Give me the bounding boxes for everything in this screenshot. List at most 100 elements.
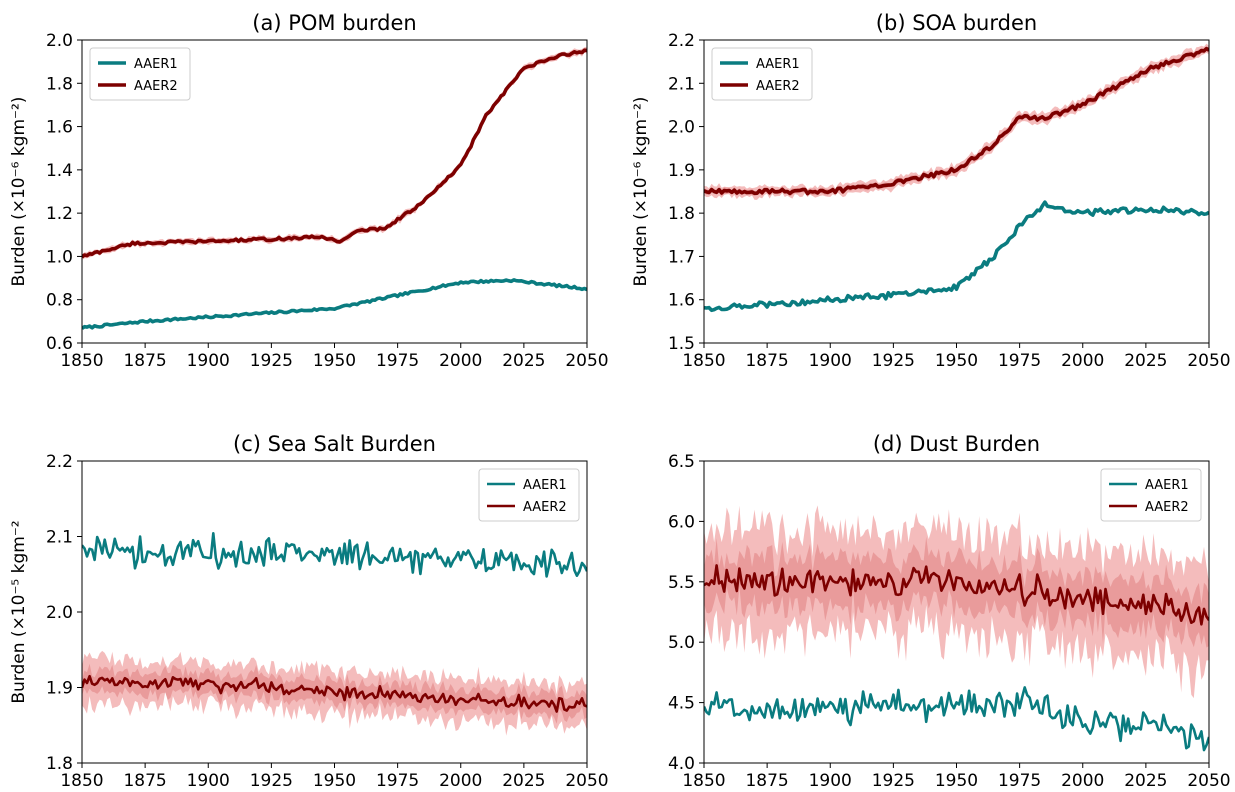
legend: AAER1 AAER2: [89, 47, 191, 101]
y-axis-label: Burden (×10⁻⁶ kgm⁻²): [9, 97, 29, 287]
legend: AAER1 AAER2: [711, 47, 813, 101]
legend-box: [89, 47, 191, 101]
panel-pom-burden: 1850 1875 1900 1925 1950 1975 2000 2025 2050 0.6 0…: [9, 11, 609, 371]
aaer2-spread-band: [704, 536, 1209, 648]
y-tick-label: 2.1: [46, 528, 73, 548]
x-tick-label: 1950: [313, 771, 356, 791]
x-tick-label: 2000: [439, 351, 482, 371]
y-tick-label: 2.2: [668, 31, 695, 51]
x-tick-label: 1900: [809, 771, 852, 791]
x-tick-label: 1975: [376, 771, 419, 791]
x-tick-label: 1850: [682, 771, 725, 791]
series-line-aaer2: [82, 674, 587, 713]
y-tick-label: 1.9: [668, 161, 695, 181]
x-tick-label: 1875: [123, 351, 166, 371]
x-tick-label: 2050: [1187, 351, 1230, 371]
y-tick-label: 1.8: [668, 204, 695, 224]
y-tick-label: 2.0: [46, 603, 73, 623]
y-tick-label: 1.7: [668, 247, 695, 267]
x-tick-label: 1950: [935, 771, 978, 791]
x-tick-label: 1925: [250, 771, 293, 791]
x-tick-label: 1950: [313, 351, 356, 371]
x-tick-label: 2025: [1124, 771, 1167, 791]
legend-label-aaer1: AAER1: [756, 57, 800, 72]
series-line-aaer1: [704, 686, 1209, 752]
y-tick-label: 1.9: [46, 679, 73, 699]
x-tick-label: 2000: [1061, 351, 1104, 371]
panel-sea-salt-burden: 1850 1875 1900 1925 1950 1975 2000 2025 2050 1.8 1…: [9, 432, 609, 791]
x-tick-label: 2000: [1061, 771, 1104, 791]
series-line-aaer1: [82, 531, 587, 578]
y-tick-label: 4.0: [668, 754, 695, 774]
legend-label-aaer2: AAER2: [523, 500, 567, 515]
x-tick-label: 2025: [502, 771, 545, 791]
series-line-aaer2: [82, 48, 587, 259]
y-tick-label: 1.0: [46, 247, 73, 267]
x-tick-label: 1975: [376, 351, 419, 371]
series-line-aaer2: [704, 564, 1209, 626]
x-tick-label: 1975: [998, 771, 1041, 791]
y-tick-label: 1.5: [668, 334, 695, 354]
chart-title: (b) SOA burden: [876, 11, 1037, 35]
series-line-aaer2: [704, 46, 1209, 196]
chart-title: (c) Sea Salt Burden: [233, 432, 436, 456]
legend-label-aaer1: AAER1: [523, 478, 567, 493]
y-tick-label: 1.8: [46, 74, 73, 94]
x-tick-label: 1875: [123, 771, 166, 791]
x-tick-label: 2025: [1124, 351, 1167, 371]
series-line-aaer1: [82, 278, 587, 330]
legend-label-aaer1: AAER1: [1145, 478, 1189, 493]
plot-area: [704, 43, 1209, 313]
y-tick-label: 1.6: [46, 118, 73, 138]
legend-label-aaer2: AAER2: [756, 79, 800, 94]
legend: AAER1 AAER2: [1100, 468, 1202, 522]
y-tick-label: 2.2: [46, 452, 73, 472]
x-tick-label: 2050: [565, 351, 608, 371]
y-tick-label: 1.8: [46, 754, 73, 774]
plot-area: [704, 505, 1209, 752]
x-tick-label: 2025: [502, 351, 545, 371]
y-tick-label: 6.5: [668, 452, 695, 472]
x-tick-label: 1950: [935, 351, 978, 371]
x-tick-label: 1925: [872, 771, 915, 791]
y-tick-label: 1.2: [46, 204, 73, 224]
panel-dust-burden: 1850 1875 1900 1925 1950 1975 2000 2025 2050 4.0 4…: [668, 432, 1231, 791]
chart-title: (d) Dust Burden: [873, 432, 1040, 456]
x-tick-label: 1900: [187, 771, 230, 791]
x-tick-label: 1875: [745, 351, 788, 371]
x-tick-label: 2050: [565, 771, 608, 791]
y-tick-label: 6.0: [668, 512, 695, 532]
y-tick-label: 5.5: [668, 573, 695, 593]
legend-box: [1100, 468, 1202, 522]
aaer2-range-band: [704, 505, 1209, 699]
x-tick-label: 1850: [60, 351, 103, 371]
x-tick-label: 1850: [682, 351, 725, 371]
x-tick-label: 1925: [250, 351, 293, 371]
series-line-aaer1: [704, 200, 1209, 313]
y-tick-label: 1.4: [46, 161, 73, 181]
legend-box: [478, 468, 580, 522]
plot-area: [82, 531, 587, 736]
legend-label-aaer2: AAER2: [134, 79, 178, 94]
legend-label-aaer1: AAER1: [134, 57, 178, 72]
legend-box: [711, 47, 813, 101]
y-tick-label: 4.5: [668, 694, 695, 714]
y-tick-label: 0.8: [46, 291, 73, 311]
y-tick-label: 2.1: [668, 74, 695, 94]
y-tick-label: 0.6: [46, 334, 73, 354]
y-tick-label: 2.0: [668, 118, 695, 138]
x-tick-label: 1850: [60, 771, 103, 791]
y-tick-label: 5.0: [668, 633, 695, 653]
y-axis-label: Burden (×10⁻⁶ kgm⁻²): [631, 97, 651, 287]
x-tick-label: 1925: [872, 351, 915, 371]
chart-title: (a) POM burden: [252, 11, 416, 35]
panel-soa-burden: 1850 1875 1900 1925 1950 1975 2000 2025 2050 1.5 1…: [631, 11, 1231, 371]
legend-label-aaer2: AAER2: [1145, 500, 1189, 515]
x-tick-label: 1900: [809, 351, 852, 371]
plot-area: [82, 46, 587, 330]
x-tick-label: 2000: [439, 771, 482, 791]
x-tick-label: 2050: [1187, 771, 1230, 791]
x-tick-label: 1975: [998, 351, 1041, 371]
legend: AAER1 AAER2: [478, 468, 580, 522]
